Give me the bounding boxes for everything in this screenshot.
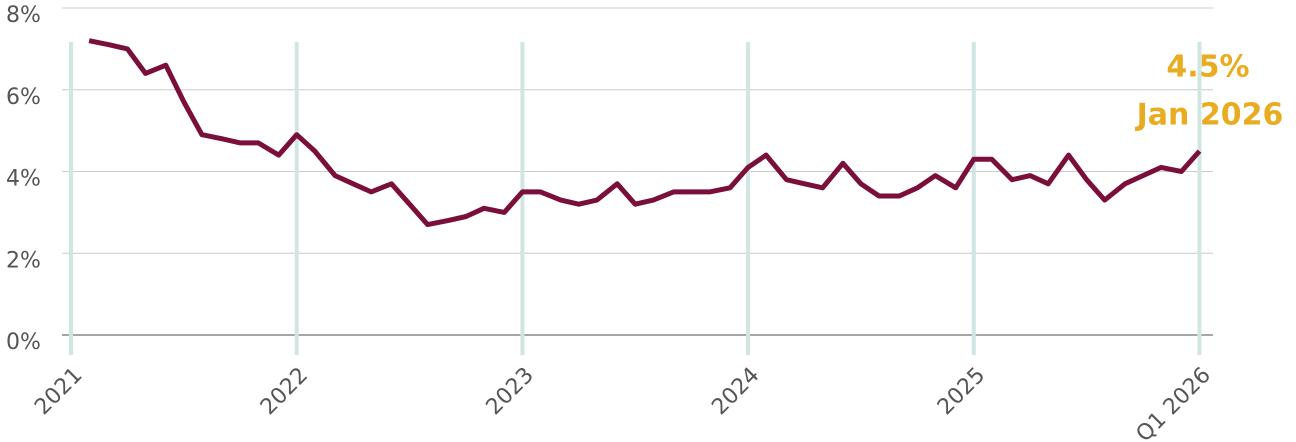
x-tick-label: 2023 (482, 363, 539, 420)
annotation-date: Jan 2026 (1135, 98, 1284, 133)
marks: 0% 2% 4% 6% 8% 2021 2022 2023 2024 2025 Q1 2026 (6, 3, 1216, 442)
x-tick-label: 2021 (30, 363, 87, 420)
annotation-value: 4.5% (1166, 50, 1249, 85)
x-tick-label: 2024 (707, 363, 764, 420)
x-tick-label: Q1 2026 (1132, 363, 1216, 442)
y-tick-label: 4% (6, 167, 41, 192)
y-tick-label: 2% (6, 248, 41, 273)
x-tick-label: 2025 (933, 363, 990, 420)
y-tick-label: 0% (6, 330, 41, 355)
series-line (88, 38, 1202, 228)
y-tick-label: 6% (6, 85, 41, 110)
x-tick-label: 2022 (256, 363, 313, 420)
y-tick-label: 8% (6, 3, 41, 28)
